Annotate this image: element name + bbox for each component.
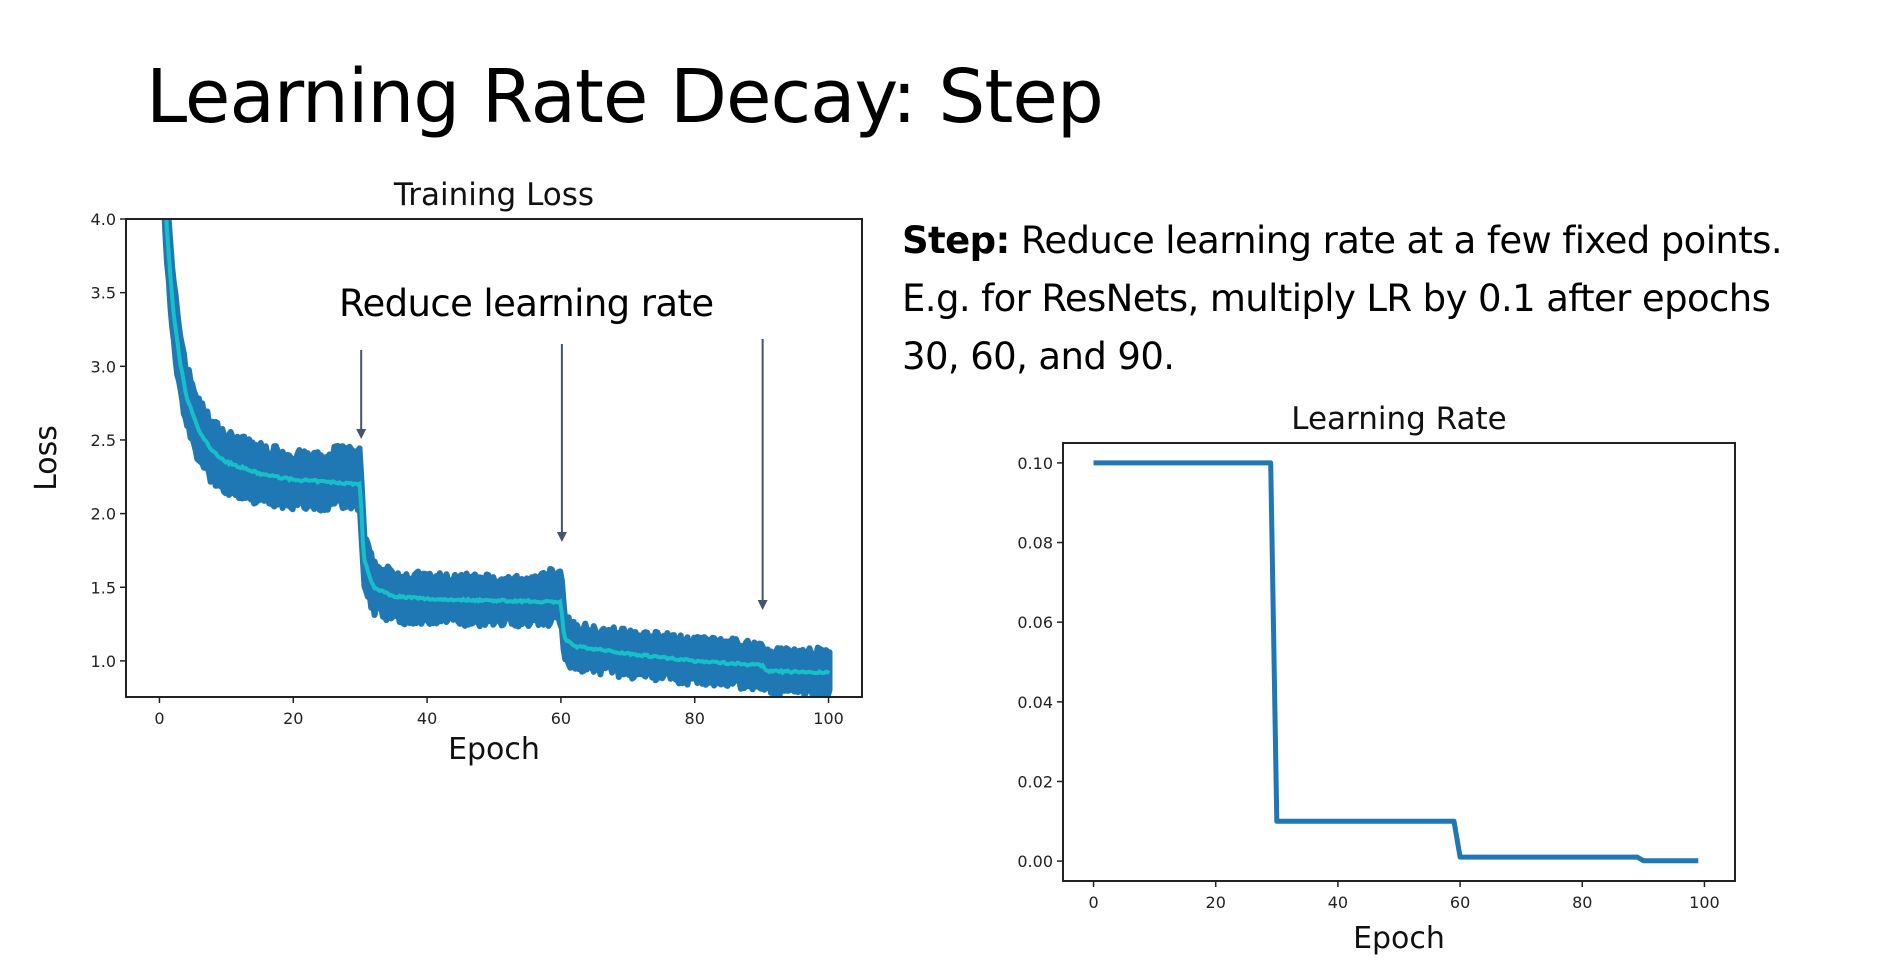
- lr-x-tick-label: 0: [1088, 893, 1098, 912]
- desc-line-3: 30, 60, and 90.: [902, 335, 1175, 378]
- loss-x-tick-label: 40: [417, 709, 437, 728]
- desc-line-2: E.g. for ResNets, multiply LR by 0.1 aft…: [902, 277, 1771, 320]
- lr-x-tick-label: 60: [1450, 893, 1470, 912]
- loss-x-tick-label: 80: [685, 709, 705, 728]
- loss-x-tick-label: 0: [154, 709, 164, 728]
- loss-y-tick-label: 2.0: [91, 505, 116, 524]
- loss-xlabel: Epoch: [448, 732, 540, 767]
- lr-x-tick-label: 20: [1206, 893, 1226, 912]
- loss-y-tick-label: 1.0: [91, 652, 116, 671]
- arrow-head-icon: [356, 429, 367, 439]
- slide-description: Step: Reduce learning rate at a few fixe…: [902, 212, 1902, 386]
- loss-x-tick-label: 60: [551, 709, 571, 728]
- lr-xlabel: Epoch: [1353, 921, 1445, 956]
- loss-y-tick-label: 2.5: [91, 431, 116, 450]
- loss-frame: [125, 218, 863, 698]
- desc-line-1-text: Reduce learning rate at a few fixed poin…: [1009, 219, 1783, 262]
- arrow-head-icon: [757, 600, 768, 610]
- slide-title: Learning Rate Decay: Step: [146, 54, 1104, 140]
- lr-line: [1093, 460, 1699, 864]
- desc-line-1: Step: Reduce learning rate at a few fixe…: [902, 212, 1902, 270]
- loss-y-tick-label: 3.5: [91, 284, 116, 303]
- loss-ylabel: Loss: [29, 425, 64, 491]
- loss-x-tick-label: 20: [283, 709, 303, 728]
- lr-y-tick-label: 0.00: [1017, 852, 1053, 871]
- lr-y-tick-label: 0.02: [1017, 772, 1053, 791]
- desc-bold-label: Step:: [902, 219, 1010, 262]
- lr-y-tick-label: 0.08: [1017, 534, 1053, 553]
- loss-y-tick-label: 1.5: [91, 578, 116, 597]
- reduce-lr-annotation: Reduce learning rate: [339, 282, 713, 325]
- loss-plot-area: [161, 219, 833, 697]
- lr-plot-area: [1093, 460, 1699, 864]
- loss-title: Training Loss: [393, 177, 594, 213]
- lr-x-tick-label: 80: [1572, 893, 1592, 912]
- lr-x-tick-label: 100: [1689, 893, 1720, 912]
- arrow-head-icon: [556, 532, 567, 542]
- lr-y-tick-label: 0.10: [1017, 454, 1053, 473]
- lr-y-tick-label: 0.04: [1017, 693, 1053, 712]
- loss-y-tick-label: 4.0: [91, 210, 116, 229]
- loss-x-tick-label: 100: [813, 709, 844, 728]
- lr-y-tick-label: 0.06: [1017, 613, 1053, 632]
- loss-y-tick-label: 3.0: [91, 357, 116, 376]
- lr-title: Learning Rate: [1291, 401, 1507, 437]
- lr-x-tick-label: 40: [1328, 893, 1348, 912]
- loss-mean-line: [164, 219, 831, 676]
- lr-frame: [1062, 442, 1736, 882]
